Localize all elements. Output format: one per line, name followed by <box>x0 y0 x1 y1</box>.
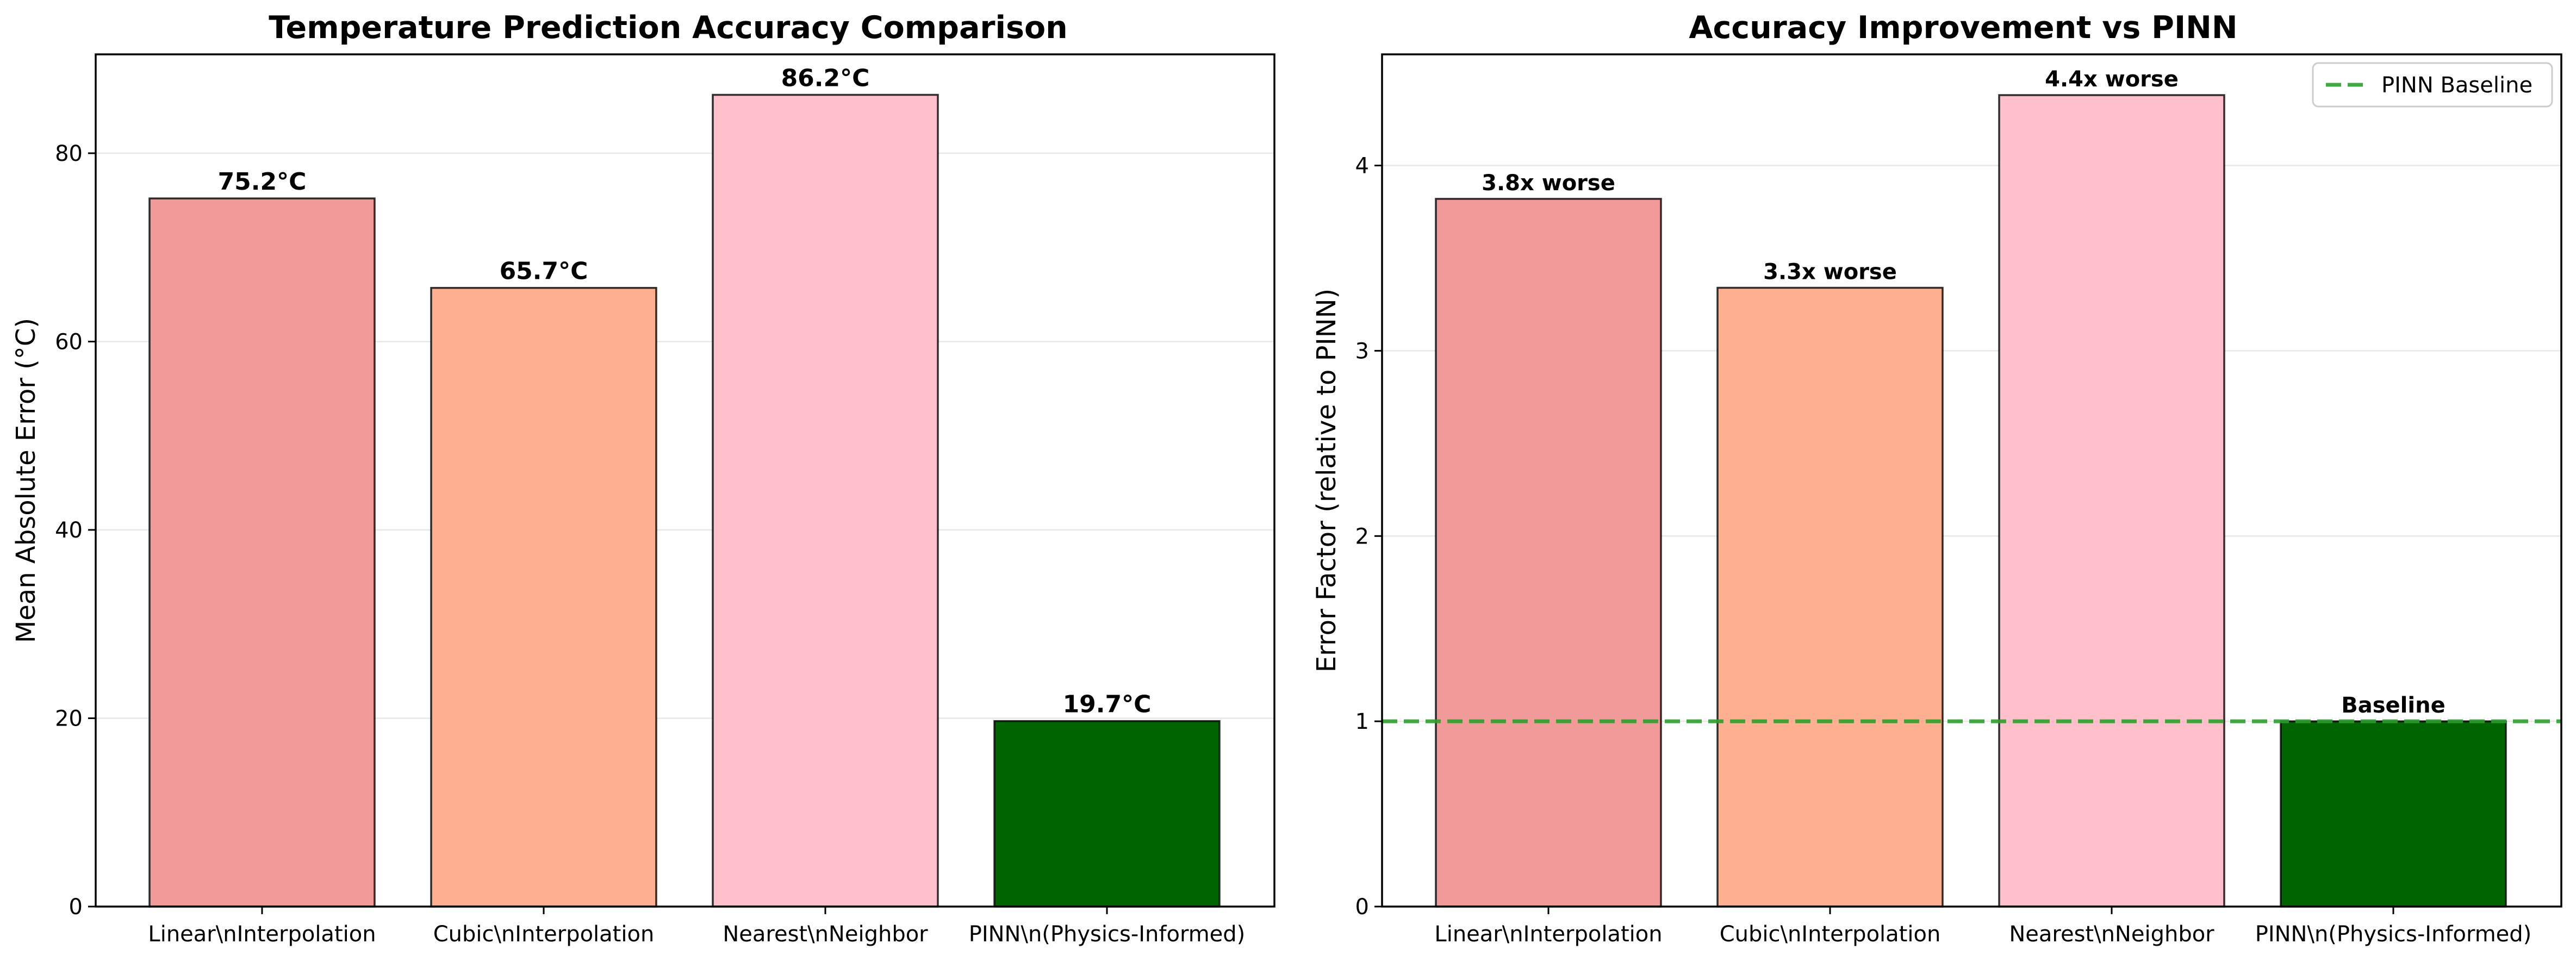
bar-value-label: 3.8x worse <box>1482 171 1615 196</box>
y-tick-label: 20 <box>55 706 83 731</box>
bar-value-label: 19.7°C <box>1063 691 1152 719</box>
x-tick-label: PINN\n(Physics-Informed) <box>969 922 1246 947</box>
x-tick-label: Nearest\nNeighbor <box>2009 922 2214 947</box>
x-tick-label: Nearest\nNeighbor <box>723 922 928 947</box>
x-tick-label: Cubic\nInterpolation <box>433 922 655 947</box>
y-tick-label: 80 <box>55 141 83 166</box>
y-tick-label: 0 <box>1355 895 1369 920</box>
chart-title: Accuracy Improvement vs PINN <box>1689 10 2237 46</box>
y-tick-label: 0 <box>69 895 83 920</box>
x-tick-label: PINN\n(Physics-Informed) <box>2255 922 2532 947</box>
y-axis-label: Error Factor (relative to PINN) <box>1311 289 1342 673</box>
y-axis-label: Mean Absolute Error (°C) <box>11 318 41 643</box>
y-tick-label: 3 <box>1355 339 1369 364</box>
bar <box>712 93 939 908</box>
bar-value-label: 75.2°C <box>218 168 307 196</box>
y-tick-label: 40 <box>55 518 83 543</box>
x-tick-label: Cubic\nInterpolation <box>1720 922 1941 947</box>
bar-value-labels: 75.2°C 65.7°C 86.2°C 19.7°C <box>218 65 1152 719</box>
bar <box>148 197 376 908</box>
y-axis-ticks: 0 20 40 60 80 <box>55 141 96 920</box>
x-axis-ticks: Linear\nInterpolation Cubic\nInterpolatio… <box>1434 907 2531 947</box>
plot-frame <box>1381 53 2562 908</box>
bar <box>430 286 657 908</box>
chart-title: Temperature Prediction Accuracy Comparis… <box>269 10 1067 46</box>
legend: PINN Baseline <box>2312 62 2553 108</box>
y-tick-label: 4 <box>1355 154 1369 179</box>
legend-label: PINN Baseline <box>2381 73 2533 98</box>
bar-value-label: 3.3x worse <box>1763 259 1897 284</box>
y-tick-label: 2 <box>1355 524 1369 549</box>
legend-box <box>2312 62 2553 108</box>
x-tick-label: Linear\nInterpolation <box>1434 922 1662 947</box>
bar <box>993 720 1221 908</box>
bars <box>148 93 1221 908</box>
bar <box>1716 286 1944 908</box>
bar-value-label: 65.7°C <box>500 258 588 285</box>
bars <box>1435 94 2507 908</box>
bar-value-label: 86.2°C <box>781 65 870 92</box>
y-tick-label: 1 <box>1355 709 1369 734</box>
bar <box>1435 198 1662 908</box>
plot-frame <box>95 53 1275 908</box>
bar-value-labels: 3.8x worse 3.3x worse 4.4x worse Baseline <box>1482 67 2446 718</box>
x-tick-label: Linear\nInterpolation <box>148 922 376 947</box>
bar-value-label: 4.4x worse <box>2045 67 2179 92</box>
bar-value-label: Baseline <box>2341 693 2445 718</box>
x-axis-ticks: Linear\nInterpolation Cubic\nInterpolatio… <box>148 907 1245 947</box>
mae-chart: Temperature Prediction Accuracy Comparis… <box>11 10 1275 947</box>
bar <box>2280 720 2507 908</box>
y-tick-label: 60 <box>55 329 83 354</box>
error-factor-chart: Accuracy Improvement vs PINN 3.8x worse3… <box>1311 10 2562 947</box>
y-axis-ticks: 0 1 2 3 4 <box>1355 154 1382 920</box>
bar <box>1998 94 2225 908</box>
